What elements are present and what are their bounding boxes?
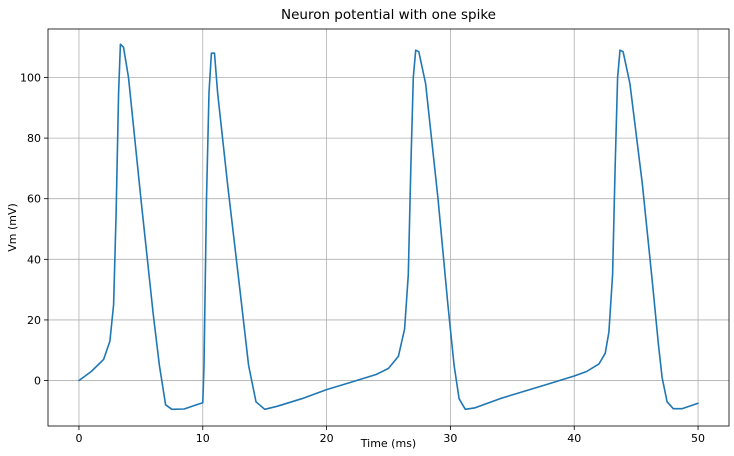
y-tick-label: 20 (27, 314, 41, 327)
plot-frame (47, 28, 730, 427)
x-axis-label: Time (ms) (360, 437, 416, 450)
grid-layer (48, 29, 729, 426)
x-tick-label: 20 (320, 432, 334, 445)
series-line-1 (78, 43, 699, 411)
x-tick-label: 50 (691, 432, 705, 445)
x-tick-label: 10 (196, 432, 210, 445)
y-tick-label: 0 (34, 375, 41, 388)
chart-title: Neuron potential with one spike (281, 7, 496, 23)
y-tick-label: 60 (27, 193, 41, 206)
x-tick-label: 0 (75, 432, 82, 445)
y-tick-label: 100 (20, 71, 41, 84)
x-tick-label: 40 (567, 432, 581, 445)
x-tick-label: 30 (443, 432, 457, 445)
series-layer (78, 43, 699, 411)
y-tick-label: 40 (27, 253, 41, 266)
y-axis-label: Vm (mV) (6, 203, 19, 252)
tick-layer: 0 10 20 30 40 50 0 20 40 60 80 100 (20, 71, 705, 445)
y-tick-label: 80 (27, 132, 41, 145)
